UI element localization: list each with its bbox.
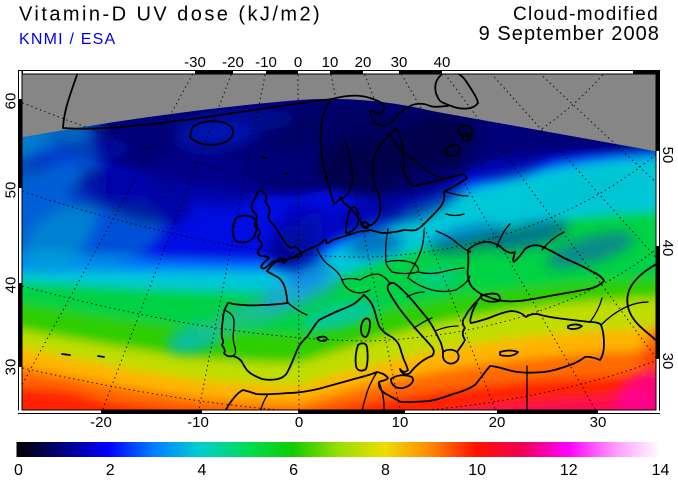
svg-text:50: 50 [2, 182, 19, 199]
svg-text:-10: -10 [187, 414, 209, 431]
svg-text:-20: -20 [90, 414, 112, 431]
svg-text:0: 0 [14, 462, 23, 479]
svg-text:8: 8 [381, 462, 390, 479]
svg-text:20: 20 [489, 414, 506, 431]
svg-text:-10: -10 [255, 54, 277, 71]
svg-text:6: 6 [289, 462, 298, 479]
svg-text:60: 60 [2, 93, 19, 110]
svg-text:14: 14 [652, 462, 670, 479]
svg-text:30: 30 [391, 54, 408, 71]
svg-text:10: 10 [468, 462, 486, 479]
svg-text:30: 30 [2, 359, 19, 376]
svg-text:30: 30 [590, 414, 607, 431]
svg-text:30: 30 [659, 353, 676, 370]
svg-text:10: 10 [392, 414, 409, 431]
svg-text:Cloud-modified: Cloud-modified [513, 4, 659, 25]
svg-text:4: 4 [197, 462, 206, 479]
svg-text:50: 50 [659, 147, 676, 164]
svg-text:40: 40 [434, 54, 451, 71]
svg-text:-20: -20 [222, 54, 244, 71]
svg-text:KNMI / ESA: KNMI / ESA [19, 31, 116, 48]
svg-text:20: 20 [355, 54, 372, 71]
svg-text:0: 0 [294, 54, 302, 71]
svg-text:2: 2 [106, 462, 115, 479]
svg-text:12: 12 [560, 462, 578, 479]
svg-text:10: 10 [322, 54, 339, 71]
svg-text:Vitamin-D UV dose (kJ/m2): Vitamin-D UV dose (kJ/m2) [19, 4, 322, 26]
svg-text:9 September 2008: 9 September 2008 [479, 23, 660, 45]
svg-text:-30: -30 [184, 54, 206, 71]
svg-text:40: 40 [2, 277, 19, 294]
svg-text:0: 0 [295, 414, 303, 431]
svg-text:40: 40 [659, 240, 676, 257]
